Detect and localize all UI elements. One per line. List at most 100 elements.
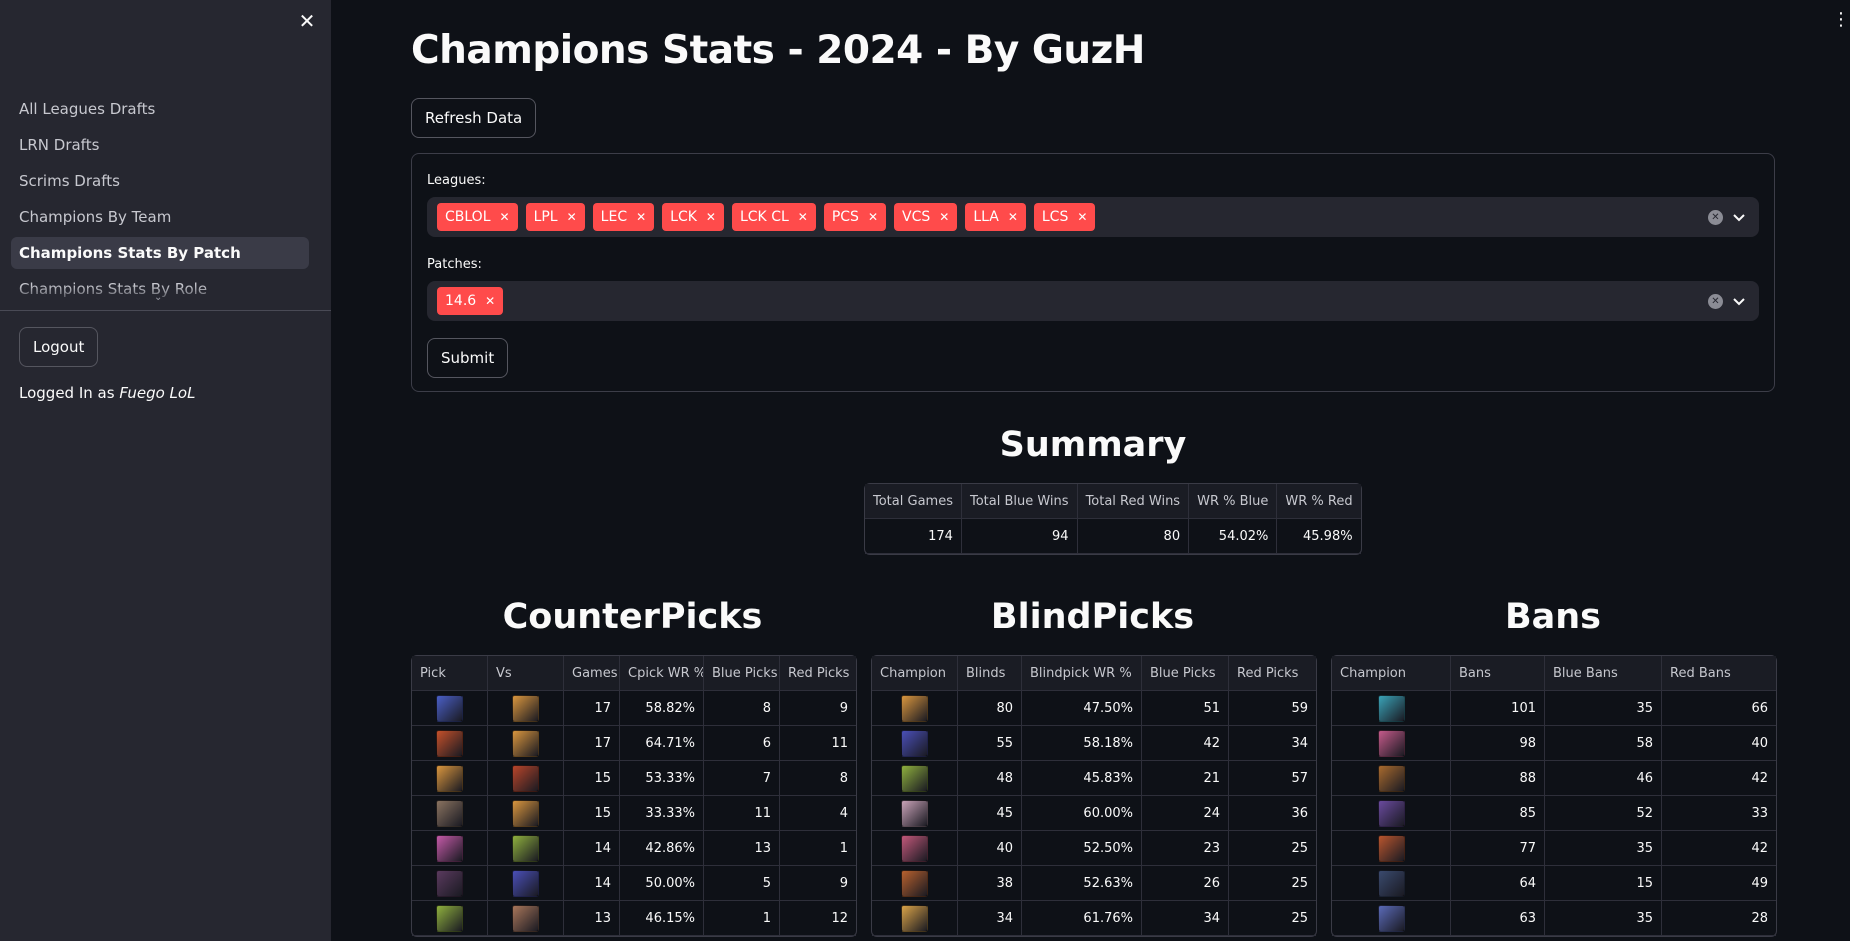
main-menu-icon[interactable]: ⋮ [1832, 9, 1850, 30]
table-cell: 85 [1451, 796, 1545, 831]
league-tag: LCS ✕ [1033, 203, 1096, 231]
remove-tag-icon[interactable]: ✕ [797, 210, 808, 224]
column-header[interactable]: Champion [1332, 656, 1451, 691]
champion-icon [436, 764, 463, 792]
champion-cell [1332, 901, 1451, 936]
remove-tag-icon[interactable]: ✕ [705, 210, 716, 224]
table-cell: 21 [1142, 761, 1229, 796]
page-title: Champions Stats - 2024 - By GuzH [411, 28, 1145, 73]
column-header[interactable]: Champion [872, 656, 958, 691]
table-cell: 52.50% [1022, 831, 1142, 866]
champion-icon [436, 869, 463, 897]
table-cell: 40 [958, 831, 1022, 866]
column-header[interactable]: Total Red Wins [1077, 484, 1190, 519]
table-cell: 58.18% [1022, 726, 1142, 761]
champion-icon [512, 904, 539, 932]
champion-icon [436, 834, 463, 862]
column-header[interactable]: Pick [412, 656, 488, 691]
table-cell: 25 [1229, 831, 1316, 866]
column-header[interactable]: Bans [1451, 656, 1545, 691]
counterpicks-table: Pick Vs Games Cpick WR % Blue Picks Red Picks… [411, 655, 857, 937]
remove-tag-icon[interactable]: ✕ [485, 294, 496, 308]
summary-cell: 54.02% [1189, 519, 1278, 554]
column-header[interactable]: Cpick WR % [620, 656, 704, 691]
league-tag-label: LCK CL [739, 209, 789, 225]
sidebar-item-all-leagues-drafts[interactable]: All Leagues Drafts [19, 100, 156, 118]
logged-in-user: Fuego LoL [119, 384, 196, 402]
sidebar-item-champions-stats-by-patch[interactable]: Champions Stats By Patch [11, 237, 309, 269]
table-cell: 11 [704, 796, 780, 831]
close-sidebar-icon[interactable]: ✕ [298, 9, 316, 33]
summary-cell: 80 [1077, 519, 1190, 554]
champion-icon [901, 869, 928, 897]
submit-button[interactable]: Submit [427, 338, 509, 378]
table-cell: 42.86% [620, 831, 704, 866]
champion-cell [412, 691, 488, 726]
table-cell: 24 [1142, 796, 1229, 831]
table-cell: 36 [1229, 796, 1316, 831]
patches-multiselect[interactable]: 14.6 ✕ ✕ [427, 281, 1759, 321]
table-cell: 49 [1662, 866, 1776, 901]
column-header[interactable]: Vs [488, 656, 564, 691]
champion-icon [1377, 764, 1405, 792]
remove-tag-icon[interactable]: ✕ [1007, 210, 1018, 224]
column-header[interactable]: Blue Picks [1142, 656, 1229, 691]
champion-cell [412, 726, 488, 761]
leagues-multiselect[interactable]: CBLOL ✕ LPL ✕ LEC ✕ LCK ✕ LCK CL ✕ PCS ✕ VCS ✕ LLA ✕ LCS… [427, 197, 1759, 237]
column-header[interactable]: Blindpick WR % [1022, 656, 1142, 691]
remove-tag-icon[interactable]: ✕ [867, 210, 878, 224]
champion-cell [488, 761, 564, 796]
patches-label: Patches: [427, 257, 482, 272]
league-tag-label: PCS [831, 209, 859, 225]
table-cell: 63 [1451, 901, 1545, 936]
remove-tag-icon[interactable]: ✕ [499, 210, 510, 224]
table-row: 88 46 42 [1332, 761, 1776, 796]
sidebar-item-lrn-drafts[interactable]: LRN Drafts [19, 136, 100, 154]
chevron-down-icon[interactable] [1731, 209, 1747, 225]
clear-patches-icon[interactable]: ✕ [1708, 294, 1723, 309]
table-cell: 57 [1229, 761, 1316, 796]
table-cell: 34 [958, 901, 1022, 936]
column-header[interactable]: Red Picks [780, 656, 856, 691]
table-cell: 80 [958, 691, 1022, 726]
column-header[interactable]: Blue Picks [704, 656, 780, 691]
league-tag: LCK ✕ [662, 203, 724, 231]
league-tag: VCS ✕ [894, 203, 958, 231]
table-cell: 13 [704, 831, 780, 866]
chevron-down-icon[interactable] [1731, 293, 1747, 309]
table-row: 14 50.00% 5 9 [412, 866, 856, 901]
table-cell: 14 [564, 866, 620, 901]
league-tag-label: LLA [973, 209, 999, 225]
remove-tag-icon[interactable]: ✕ [939, 210, 950, 224]
table-cell: 9 [780, 691, 856, 726]
sidebar-item-scrims-drafts[interactable]: Scrims Drafts [19, 172, 120, 190]
column-header[interactable]: Red Bans [1662, 656, 1776, 691]
column-header[interactable]: Blinds [958, 656, 1022, 691]
champion-icon [901, 904, 928, 932]
column-header[interactable]: Total Blue Wins [961, 484, 1078, 519]
logout-button[interactable]: Logout [19, 327, 99, 367]
column-header[interactable]: Total Games [865, 484, 962, 519]
column-header[interactable]: Red Picks [1229, 656, 1316, 691]
remove-tag-icon[interactable]: ✕ [566, 210, 577, 224]
table-row: 17 58.82% 8 9 [412, 691, 856, 726]
league-tag: LPL ✕ [525, 203, 585, 231]
table-cell: 88 [1451, 761, 1545, 796]
column-header[interactable]: Blue Bans [1545, 656, 1662, 691]
refresh-data-button[interactable]: Refresh Data [411, 98, 537, 138]
column-header[interactable]: WR % Red [1277, 484, 1361, 519]
remove-tag-icon[interactable]: ✕ [636, 210, 647, 224]
champion-cell [1332, 691, 1451, 726]
table-cell: 35 [1545, 691, 1662, 726]
champion-cell [488, 691, 564, 726]
remove-tag-icon[interactable]: ✕ [1077, 210, 1088, 224]
sidebar-item-champions-by-team[interactable]: Champions By Team [19, 208, 172, 226]
chevron-down-icon[interactable]: ⌄ [154, 292, 163, 303]
table-row: 77 35 42 [1332, 831, 1776, 866]
column-header[interactable]: Games [564, 656, 620, 691]
table-cell: 52 [1545, 796, 1662, 831]
blindpicks-table: Champion Blinds Blindpick WR % Blue Picks Re… [871, 655, 1317, 937]
column-header[interactable]: WR % Blue [1189, 484, 1278, 519]
table-cell: 101 [1451, 691, 1545, 726]
clear-leagues-icon[interactable]: ✕ [1708, 210, 1723, 225]
